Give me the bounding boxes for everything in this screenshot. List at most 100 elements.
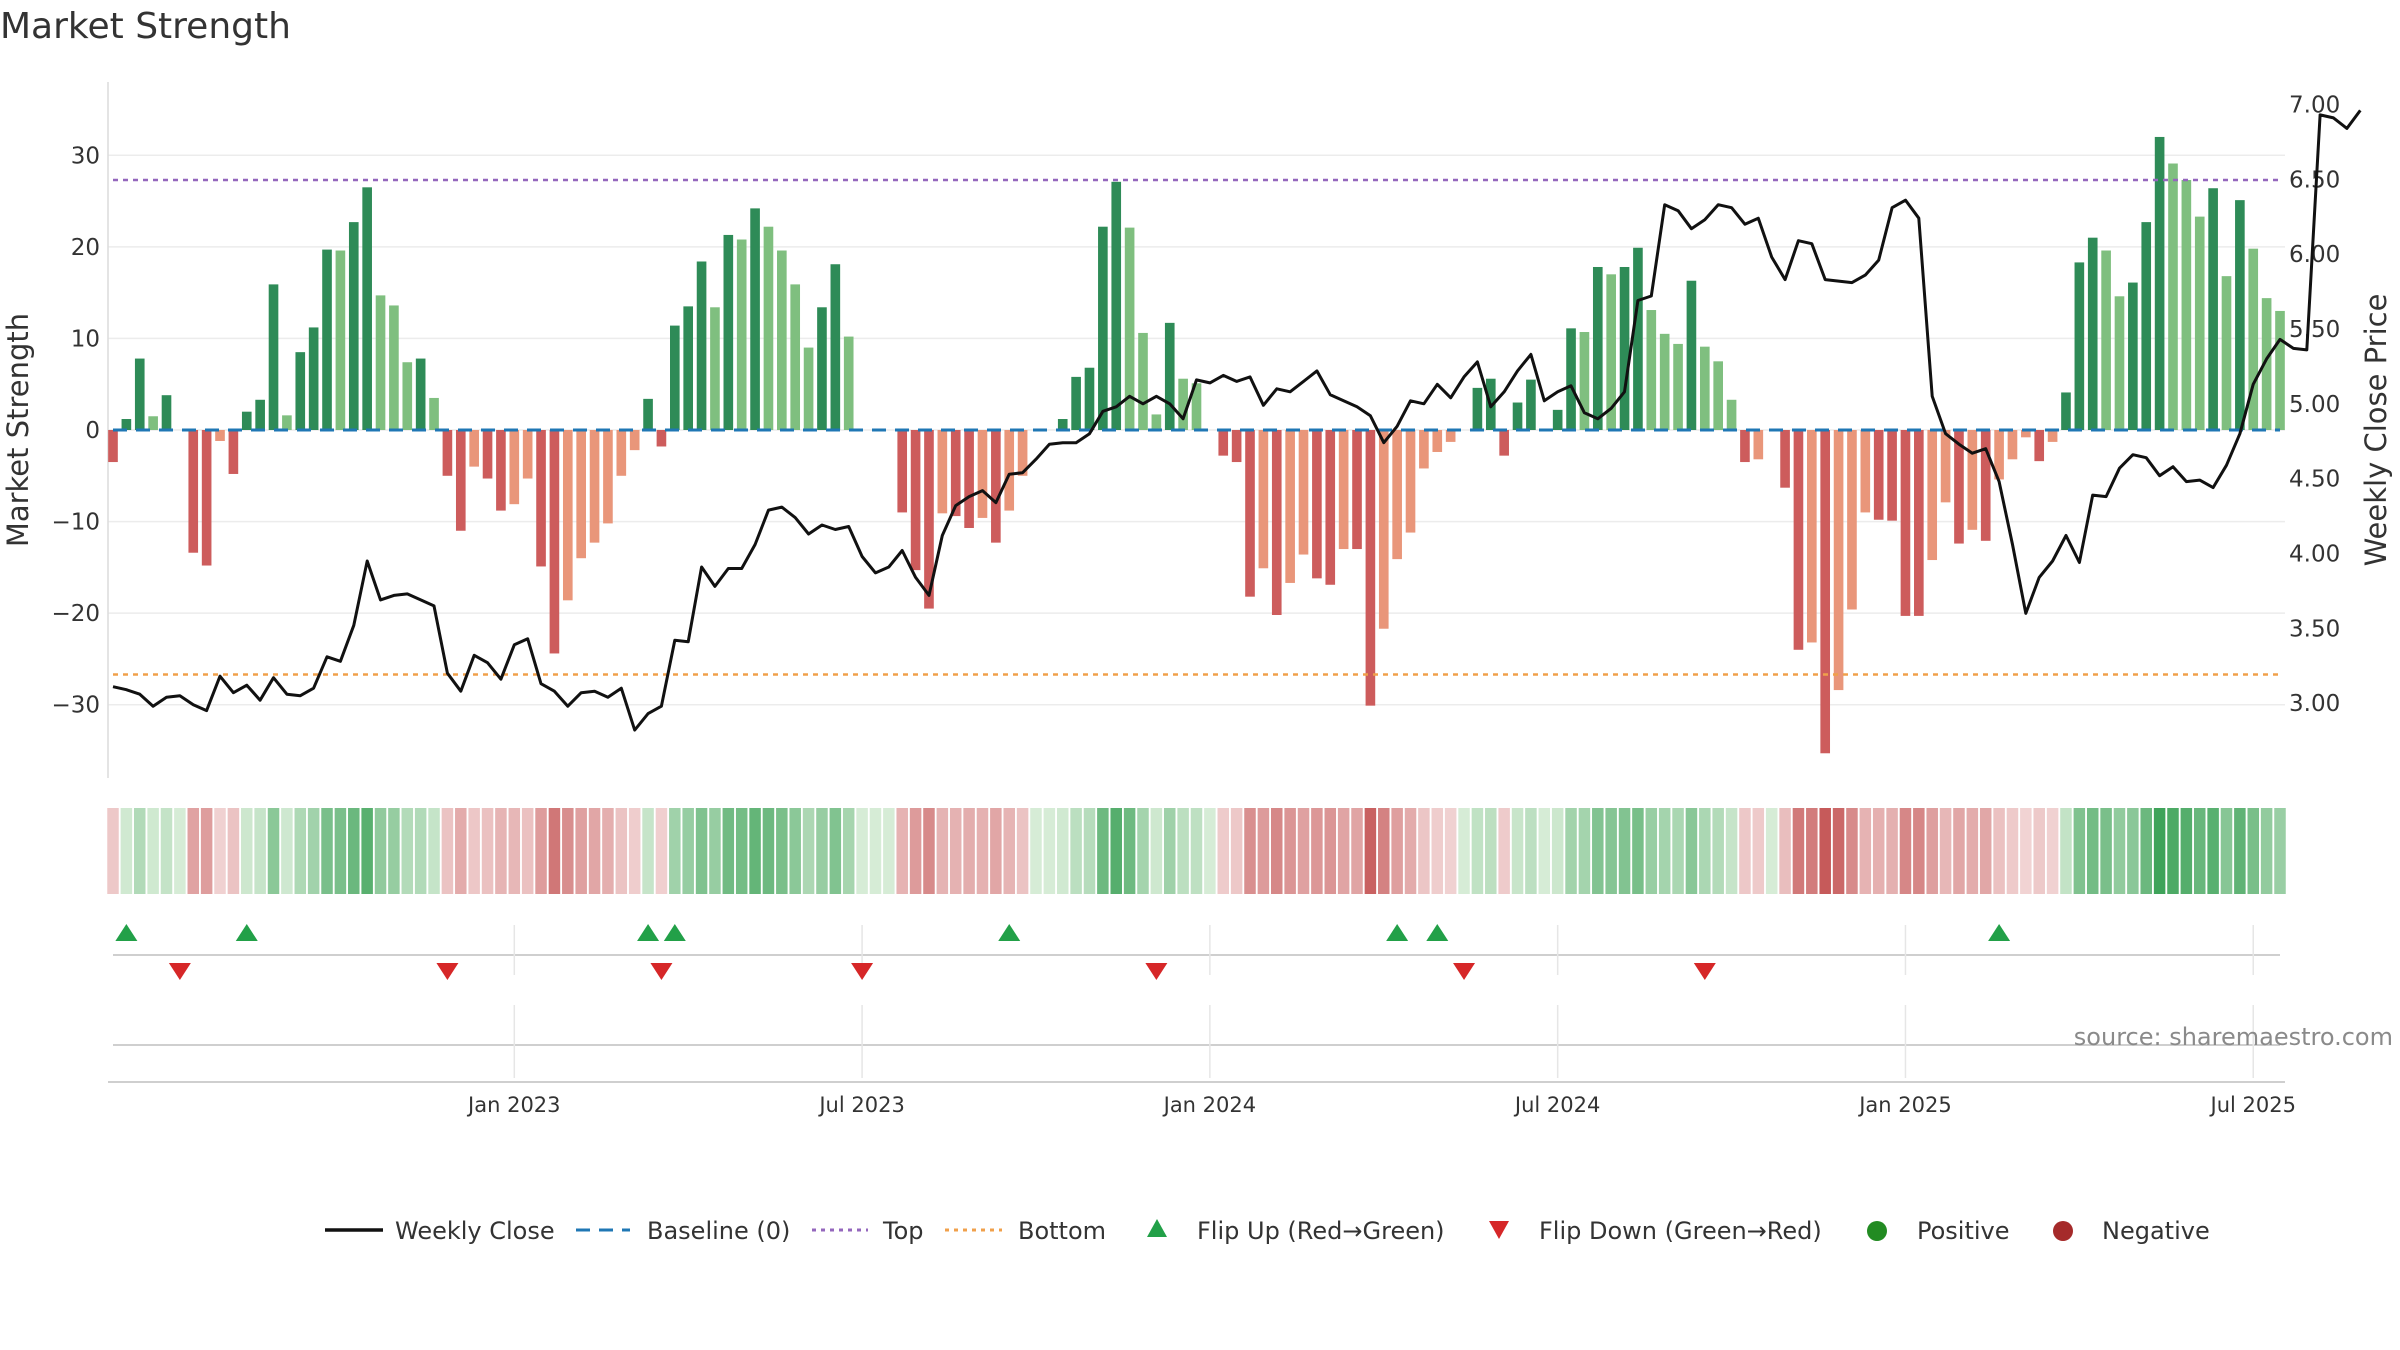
- strip-cell: [2033, 808, 2045, 894]
- strip-cell: [1297, 808, 1310, 894]
- strip-cell: [2100, 808, 2112, 894]
- strength-bar: [536, 430, 546, 567]
- legend-negative: Negative: [2102, 1217, 2210, 1245]
- strip-cell: [388, 808, 400, 894]
- strip-cell: [1725, 808, 1738, 894]
- flip-up-marker: [663, 924, 686, 941]
- flip-down-marker: [1693, 963, 1716, 980]
- strength-bar: [2261, 298, 2272, 430]
- strip-cell: [455, 808, 467, 894]
- strength-bar: [549, 430, 560, 654]
- strength-bar: [1633, 247, 1643, 430]
- strength-bar: [469, 430, 479, 467]
- strip-cell: [241, 808, 253, 894]
- strip-cell: [1832, 808, 1845, 894]
- strength-bar: [1191, 383, 1202, 430]
- strength-bar: [2181, 179, 2192, 430]
- strip-cell: [1163, 808, 1176, 894]
- strip-cell: [655, 808, 668, 894]
- strip-cell: [2260, 808, 2273, 894]
- strip-cell: [2274, 808, 2286, 894]
- weekly-close-line: [112, 109, 2362, 732]
- strip-cell: [762, 808, 775, 894]
- strip-cell: [1364, 808, 1377, 894]
- strength-bar: [1579, 332, 1590, 430]
- strength-bar: [991, 430, 1001, 543]
- x-tick-label: Jul 2023: [817, 1093, 904, 1117]
- flip-up-marker: [115, 924, 138, 941]
- legend-flip-up-icon: [1147, 1219, 1167, 1237]
- strength-bar: [482, 430, 493, 479]
- strength-bar: [335, 250, 346, 430]
- strip-cell: [1538, 808, 1551, 894]
- strength-bar: [1017, 430, 1028, 476]
- strip-cell: [160, 808, 173, 894]
- bottom-panel: [108, 1005, 2285, 1083]
- strip-cell: [508, 808, 521, 894]
- x-tick-label: Jan 2023: [466, 1093, 561, 1117]
- strength-bar: [1994, 430, 2004, 480]
- legend-baseline: Baseline (0): [647, 1217, 790, 1245]
- strength-bar: [1499, 430, 1509, 456]
- strip-cell: [936, 808, 949, 894]
- strip-cell: [2234, 808, 2246, 894]
- strip-cell: [628, 808, 641, 894]
- strip-cell: [1418, 808, 1430, 894]
- strip-cell: [307, 808, 320, 894]
- strength-bar: [161, 395, 172, 430]
- y2-axis-ticks: 7.006.506.005.505.004.504.003.503.00: [2289, 92, 2340, 717]
- strength-bar: [429, 397, 439, 430]
- strip-cell: [1618, 808, 1631, 894]
- strip-cell: [2167, 808, 2179, 894]
- strip-cell: [1672, 808, 1684, 894]
- strength-bar: [1860, 430, 1871, 513]
- strip-cell: [1404, 808, 1417, 894]
- strip-cell: [401, 808, 414, 894]
- legend-positive-icon: [1867, 1221, 1887, 1241]
- strength-bar: [2248, 248, 2259, 430]
- strength-bar: [843, 336, 854, 430]
- strip-cell: [1712, 808, 1724, 894]
- strength-bar: [2208, 188, 2218, 430]
- strip-cell: [174, 808, 186, 894]
- y-tick-label: 10: [71, 326, 100, 352]
- strip-cell: [107, 808, 119, 894]
- strength-bar: [2101, 250, 2111, 430]
- strip-cell: [990, 808, 1002, 894]
- strip-cell: [1592, 808, 1604, 894]
- strip-cell: [1806, 808, 1818, 894]
- strength-bar: [188, 430, 199, 553]
- strength-bar: [1900, 430, 1911, 616]
- strip-cell: [816, 808, 828, 894]
- flip-down-marker: [436, 963, 459, 980]
- strip-cell: [2046, 808, 2059, 894]
- strip-cell: [802, 808, 815, 894]
- strength-bar: [1740, 430, 1750, 463]
- strip-cell: [1030, 808, 1042, 894]
- strip-cell: [735, 808, 748, 894]
- strength-bar: [2114, 296, 2125, 430]
- strength-bar: [1178, 378, 1188, 430]
- strip-cell: [2247, 808, 2259, 894]
- strength-bar: [830, 264, 841, 430]
- x-tick-label: Jul 2025: [2209, 1093, 2296, 1117]
- strip-cell: [1217, 808, 1230, 894]
- strip-cell: [2140, 808, 2152, 894]
- strength-bar: [2007, 430, 2018, 460]
- strip-cell: [749, 808, 761, 894]
- strip-cell: [1792, 808, 1805, 894]
- strip-cell: [1699, 808, 1711, 894]
- strength-bar: [2235, 200, 2245, 430]
- strip-cell: [682, 808, 694, 894]
- strip-cell: [789, 808, 801, 894]
- strength-bar: [1673, 343, 1683, 430]
- strength-bar: [1592, 266, 1603, 430]
- strength-bar: [1432, 430, 1443, 452]
- strength-bar: [121, 419, 132, 430]
- strength-bar: [1071, 376, 1081, 430]
- strip-cell: [1498, 808, 1510, 894]
- y-axis-label: Market Strength: [1, 313, 35, 547]
- strength-bar: [1820, 430, 1831, 754]
- strength-bar: [2194, 216, 2205, 430]
